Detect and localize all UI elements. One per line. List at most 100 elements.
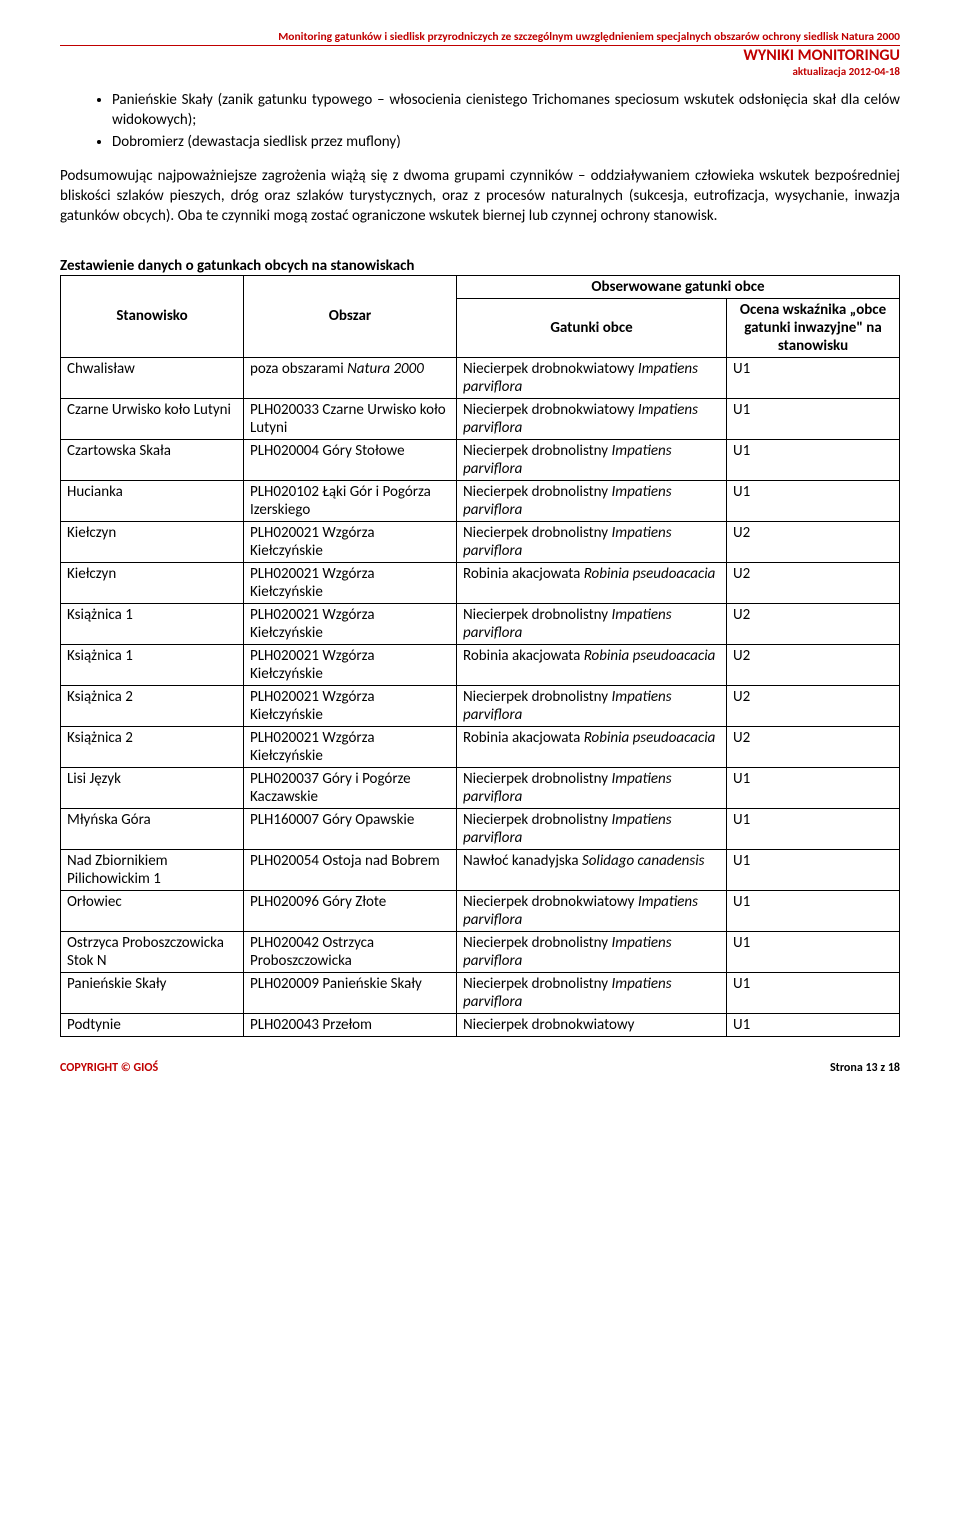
table-caption: Zestawienie danych o gatunkach obcych na… — [60, 257, 900, 275]
cell-gatunki: Niecierpek drobnolistny Impatiens parvif… — [457, 931, 727, 972]
cell-obszar: poza obszarami Natura 2000 — [244, 357, 457, 398]
cell-obszar: PLH020021 Wzgórza Kiełczyńskie — [244, 644, 457, 685]
cell-stanowisko: Książnica 1 — [61, 603, 244, 644]
cell-stanowisko: Kiełczyn — [61, 521, 244, 562]
cell-ocena: U2 — [727, 521, 900, 562]
cell-obszar: PLH020021 Wzgórza Kiełczyńskie — [244, 603, 457, 644]
cell-gatunki: Niecierpek drobnolistny Impatiens parvif… — [457, 521, 727, 562]
cell-obszar: PLH020009 Panieńskie Skały — [244, 972, 457, 1013]
table-row: Ostrzyca Proboszczowicka Stok NPLH020042… — [61, 931, 900, 972]
table-row: Książnica 2PLH020021 Wzgórza Kiełczyński… — [61, 726, 900, 767]
cell-gatunki: Robinia akacjowata Robinia pseudoacacia — [457, 644, 727, 685]
bullet-list: Panieńskie Skały (zanik gatunku typowego… — [60, 90, 900, 152]
cell-stanowisko: Czartowska Skała — [61, 439, 244, 480]
th-obserwowane: Obserwowane gatunki obce — [457, 275, 900, 298]
table-row: Lisi JęzykPLH020037 Góry i Pogórze Kacza… — [61, 767, 900, 808]
cell-stanowisko: Orłowiec — [61, 890, 244, 931]
cell-gatunki: Niecierpek drobnokwiatowy — [457, 1013, 727, 1036]
cell-gatunki: Niecierpek drobnolistny Impatiens parvif… — [457, 808, 727, 849]
th-ocena: Ocena wskaźnika „obce gatunki inwazyjne"… — [727, 298, 900, 357]
cell-ocena: U1 — [727, 808, 900, 849]
cell-gatunki: Niecierpek drobnolistny Impatiens parvif… — [457, 685, 727, 726]
cell-ocena: U2 — [727, 603, 900, 644]
cell-ocena: U1 — [727, 398, 900, 439]
species-table: Stanowisko Obszar Obserwowane gatunki ob… — [60, 275, 900, 1037]
cell-stanowisko: Nad Zbiornikiem Pilichowickim 1 — [61, 849, 244, 890]
cell-ocena: U1 — [727, 890, 900, 931]
cell-stanowisko: Ostrzyca Proboszczowicka Stok N — [61, 931, 244, 972]
cell-stanowisko: Hucianka — [61, 480, 244, 521]
table-row: Chwalisławpoza obszarami Natura 2000Niec… — [61, 357, 900, 398]
cell-gatunki: Niecierpek drobnolistny Impatiens parvif… — [457, 767, 727, 808]
table-row: Książnica 1PLH020021 Wzgórza Kiełczyński… — [61, 644, 900, 685]
cell-gatunki: Niecierpek drobnolistny Impatiens parvif… — [457, 972, 727, 1013]
footer-pagenum: Strona 13 z 18 — [830, 1061, 900, 1075]
th-gatunki: Gatunki obce — [457, 298, 727, 357]
table-row: PodtyniePLH020043 PrzełomNiecierpek drob… — [61, 1013, 900, 1036]
cell-obszar: PLH020021 Wzgórza Kiełczyńskie — [244, 685, 457, 726]
cell-stanowisko: Książnica 2 — [61, 685, 244, 726]
table-row: HuciankaPLH020102 Łąki Gór i Pogórza Ize… — [61, 480, 900, 521]
cell-gatunki: Robinia akacjowata Robinia pseudoacacia — [457, 562, 727, 603]
footer-copyright: COPYRIGHT © GIOŚ — [60, 1061, 158, 1075]
cell-gatunki: Nawłoć kanadyjska Solidago canadensis — [457, 849, 727, 890]
cell-gatunki: Niecierpek drobnokwiatowy Impatiens parv… — [457, 398, 727, 439]
cell-obszar: PLH020096 Góry Złote — [244, 890, 457, 931]
cell-ocena: U2 — [727, 562, 900, 603]
document-header: Monitoring gatunków i siedlisk przyrodni… — [60, 30, 900, 78]
cell-stanowisko: Książnica 2 — [61, 726, 244, 767]
cell-ocena: U1 — [727, 1013, 900, 1036]
cell-obszar: PLH160007 Góry Opawskie — [244, 808, 457, 849]
cell-stanowisko: Panieńskie Skały — [61, 972, 244, 1013]
cell-stanowisko: Czarne Urwisko koło Lutyni — [61, 398, 244, 439]
table-row: KiełczynPLH020021 Wzgórza KiełczyńskieRo… — [61, 562, 900, 603]
cell-obszar: PLH020054 Ostoja nad Bobrem — [244, 849, 457, 890]
cell-obszar: PLH020033 Czarne Urwisko koło Lutyni — [244, 398, 457, 439]
cell-stanowisko: Lisi Język — [61, 767, 244, 808]
cell-stanowisko: Chwalisław — [61, 357, 244, 398]
cell-obszar: PLH020042 Ostrzyca Proboszczowicka — [244, 931, 457, 972]
cell-ocena: U1 — [727, 849, 900, 890]
table-row: Książnica 2PLH020021 Wzgórza Kiełczyński… — [61, 685, 900, 726]
bullet-item: Panieńskie Skały (zanik gatunku typowego… — [112, 90, 900, 131]
table-row: Czartowska SkałaPLH020004 Góry StołoweNi… — [61, 439, 900, 480]
summary-paragraph: Podsumowując najpoważniejsze zagrożenia … — [60, 166, 900, 227]
table-row: Czarne Urwisko koło LutyniPLH020033 Czar… — [61, 398, 900, 439]
cell-stanowisko: Młyńska Góra — [61, 808, 244, 849]
bullet-item: Dobromierz (dewastacja siedlisk przez mu… — [112, 132, 900, 152]
cell-gatunki: Niecierpek drobnokwiatowy Impatiens parv… — [457, 890, 727, 931]
page-footer: COPYRIGHT © GIOŚ Strona 13 z 18 — [60, 1061, 900, 1075]
cell-ocena: U2 — [727, 726, 900, 767]
cell-obszar: PLH020037 Góry i Pogórze Kaczawskie — [244, 767, 457, 808]
cell-obszar: PLH020102 Łąki Gór i Pogórza Izerskiego — [244, 480, 457, 521]
table-row: Nad Zbiornikiem Pilichowickim 1PLH020054… — [61, 849, 900, 890]
cell-ocena: U1 — [727, 439, 900, 480]
cell-ocena: U1 — [727, 480, 900, 521]
cell-ocena: U2 — [727, 644, 900, 685]
cell-stanowisko: Książnica 1 — [61, 644, 244, 685]
cell-gatunki: Niecierpek drobnolistny Impatiens parvif… — [457, 603, 727, 644]
table-row: Panieńskie SkałyPLH020009 Panieńskie Ska… — [61, 972, 900, 1013]
cell-stanowisko: Kiełczyn — [61, 562, 244, 603]
cell-ocena: U2 — [727, 685, 900, 726]
cell-gatunki: Niecierpek drobnokwiatowy Impatiens parv… — [457, 357, 727, 398]
table-row: OrłowiecPLH020096 Góry ZłoteNiecierpek d… — [61, 890, 900, 931]
cell-stanowisko: Podtynie — [61, 1013, 244, 1036]
th-obszar: Obszar — [244, 275, 457, 357]
header-title: WYNIKI MONITORINGU — [60, 46, 900, 65]
cell-gatunki: Niecierpek drobnolistny Impatiens parvif… — [457, 439, 727, 480]
table-row: Młyńska GóraPLH160007 Góry OpawskieNieci… — [61, 808, 900, 849]
table-row: KiełczynPLH020021 Wzgórza KiełczyńskieNi… — [61, 521, 900, 562]
cell-ocena: U1 — [727, 931, 900, 972]
cell-obszar: PLH020004 Góry Stołowe — [244, 439, 457, 480]
table-row: Książnica 1PLH020021 Wzgórza Kiełczyński… — [61, 603, 900, 644]
cell-ocena: U1 — [727, 972, 900, 1013]
cell-obszar: PLH020021 Wzgórza Kiełczyńskie — [244, 521, 457, 562]
cell-gatunki: Niecierpek drobnolistny Impatiens parvif… — [457, 480, 727, 521]
header-date: aktualizacja 2012-04-18 — [60, 65, 900, 78]
cell-obszar: PLH020021 Wzgórza Kiełczyńskie — [244, 726, 457, 767]
cell-gatunki: Robinia akacjowata Robinia pseudoacacia — [457, 726, 727, 767]
cell-ocena: U1 — [727, 357, 900, 398]
header-subtitle: Monitoring gatunków i siedlisk przyrodni… — [60, 30, 900, 46]
th-stanowisko: Stanowisko — [61, 275, 244, 357]
